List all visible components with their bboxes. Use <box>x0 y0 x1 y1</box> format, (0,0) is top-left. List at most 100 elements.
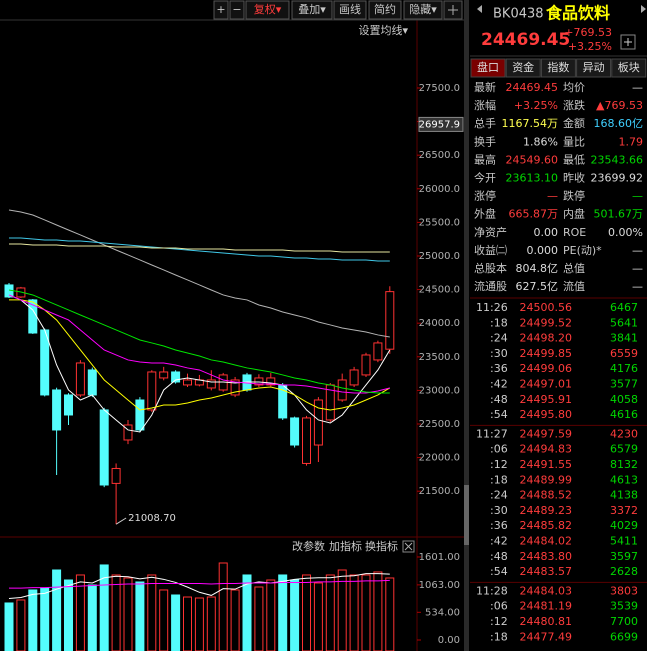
toolbar-label[interactable]: 复权▾ <box>254 2 282 16</box>
indicator-button[interactable]: 改参数 <box>292 539 325 553</box>
volume-bar <box>290 579 300 651</box>
close-button[interactable] <box>402 540 415 553</box>
tick-price: 24498.20 <box>520 332 573 345</box>
y-tick-label: 23000.0 <box>419 385 460 396</box>
tick-volume: 5411 <box>610 535 638 548</box>
tab-label[interactable]: 指数 <box>547 60 569 74</box>
candle-body <box>313 399 323 446</box>
toolbar-label[interactable]: − <box>232 3 241 16</box>
tick-volume: 6579 <box>610 443 638 456</box>
tick-price: 24491.55 <box>520 458 573 471</box>
tick-time: 11:27 <box>476 427 508 440</box>
prev-arrow[interactable] <box>477 5 482 13</box>
ma-line <box>9 243 390 253</box>
quote-label: 内盘 <box>563 207 585 221</box>
toolbar-button[interactable] <box>368 0 402 20</box>
candle-body <box>147 371 157 411</box>
tick-time: :42 <box>490 535 508 548</box>
volume-bar <box>218 562 228 651</box>
quote-value: 0.000 <box>527 244 559 257</box>
indicator-button[interactable]: 加指标 <box>329 539 362 553</box>
next-arrow[interactable] <box>641 5 646 13</box>
quote-label: 收益㈡ <box>474 243 507 257</box>
tick-time: :18 <box>490 316 508 329</box>
tick-time: :48 <box>490 393 508 406</box>
toolbar-button[interactable] <box>213 0 229 20</box>
tab-label[interactable]: 资金 <box>512 60 534 74</box>
toolbar-label[interactable]: 叠加▾ <box>298 3 326 16</box>
toolbar-label[interactable]: 隐藏▾ <box>409 3 437 16</box>
low-pointer <box>115 517 127 525</box>
tick-volume: 6559 <box>610 347 638 360</box>
volume-bar <box>254 586 264 651</box>
toolbar-button[interactable] <box>229 0 245 20</box>
tab[interactable] <box>540 58 576 78</box>
quote-value: 665.87万 <box>509 208 559 221</box>
volume-bar <box>313 582 323 651</box>
volume-bar <box>349 574 359 651</box>
tick-time: :54 <box>490 408 508 421</box>
candle-body <box>206 379 216 389</box>
tick-time: :06 <box>490 443 508 456</box>
tab[interactable] <box>576 58 612 78</box>
close-glyph <box>404 542 413 551</box>
y-tick-label: 0.00 <box>438 635 460 646</box>
tick-price: 24485.82 <box>520 519 573 532</box>
tick-price: 24489.23 <box>520 504 573 517</box>
quote-value: 23543.66 <box>591 153 644 166</box>
ma-settings[interactable]: 设置均线▾ <box>358 23 408 37</box>
volume-bar <box>266 579 276 651</box>
tick-volume: 4176 <box>610 362 638 375</box>
tick-volume: 3803 <box>610 584 638 597</box>
quote-value: 501.67万 <box>594 208 644 221</box>
scroll-thumb[interactable] <box>464 485 469 545</box>
add-button[interactable] <box>620 34 636 50</box>
quote-label: 今开 <box>474 171 496 185</box>
tick-price: 24499.52 <box>520 316 573 329</box>
toolbar-label[interactable]: 画线 <box>339 2 361 16</box>
tick-time: :48 <box>490 550 508 563</box>
quote-label: PE(动)* <box>563 244 602 257</box>
tab-label[interactable]: 板块 <box>618 60 640 74</box>
tab-label[interactable]: 异动 <box>583 61 605 74</box>
tab[interactable] <box>505 58 541 78</box>
tick-volume: 4613 <box>610 473 638 486</box>
quote-label: 总手 <box>474 116 496 130</box>
tick-price: 24481.19 <box>520 600 573 613</box>
quote-label: 昨收 <box>563 171 585 185</box>
toolbar-button[interactable] <box>333 0 367 20</box>
tab[interactable] <box>611 58 647 78</box>
quote-value: 23699.92 <box>591 172 644 185</box>
quote-value: 627.5亿 <box>516 280 559 293</box>
volume-bar <box>302 574 311 651</box>
tick-price: 24499.85 <box>520 347 573 360</box>
tick-time: :12 <box>490 615 508 628</box>
volume-ma-line <box>8 573 390 600</box>
toolbar-button[interactable] <box>245 0 290 20</box>
indicator-button[interactable]: 换指标 <box>365 539 398 553</box>
tick-volume: 3577 <box>610 378 638 391</box>
volume-bar <box>40 587 50 651</box>
ma-line <box>8 294 391 433</box>
toolbar-button[interactable] <box>403 0 443 20</box>
candle-body <box>183 379 192 386</box>
volume-bar <box>361 574 371 651</box>
scrollbar[interactable] <box>464 0 469 651</box>
side-panel <box>470 0 647 651</box>
volume-bar <box>206 596 216 651</box>
tab[interactable] <box>470 58 506 78</box>
volume-ma-line <box>9 579 390 589</box>
toolbar-button[interactable] <box>291 0 333 20</box>
volume-bar <box>325 574 335 651</box>
toolbar-label[interactable]: 简约 <box>374 2 396 16</box>
tick-price: 24499.06 <box>520 362 573 375</box>
quote-value: — <box>547 190 558 203</box>
y-tick-label: 21500.0 <box>419 486 460 497</box>
tick-price: 24488.52 <box>520 489 573 502</box>
quote-value: 24469.45 <box>506 81 559 94</box>
candle-body <box>266 377 276 386</box>
toolbar-label[interactable]: + <box>216 3 225 16</box>
volume-bar <box>194 597 204 651</box>
candle-body <box>159 371 169 379</box>
tab-label[interactable]: 盘口 <box>477 60 499 74</box>
